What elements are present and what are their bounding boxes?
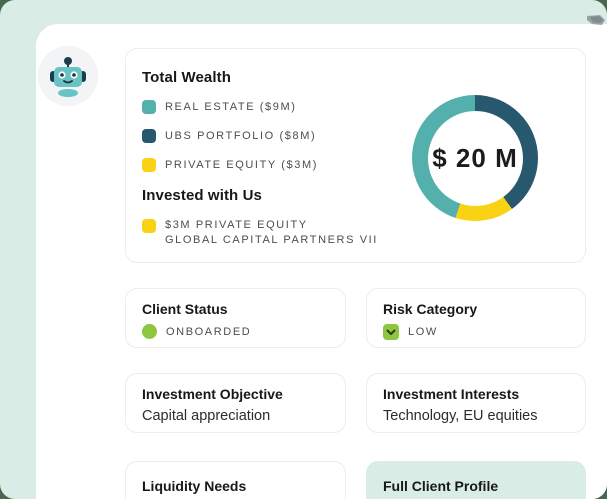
legend-item-private-equity: PRIVATE EQUITY ($3M)	[142, 158, 585, 172]
wealth-legend: REAL ESTATE ($9M) UBS PORTFOLIO ($8M) PR…	[142, 100, 585, 172]
legend-label: PRIVATE EQUITY ($3M)	[165, 159, 319, 171]
client-status-card: Client Status ONBOARDED	[125, 288, 346, 348]
liquidity-needs-title: Liquidity Needs	[142, 478, 247, 494]
investment-objective-card: Investment Objective Capital appreciatio…	[125, 373, 346, 433]
client-status-value: ONBOARDED	[166, 325, 252, 338]
invested-item-text: $3M PRIVATE EQUITY GLOBAL CAPITAL PARTNE…	[165, 218, 378, 248]
invested-item: $3M PRIVATE EQUITY GLOBAL CAPITAL PARTNE…	[142, 218, 585, 248]
investment-interests-card: Investment Interests Technology, EU equi…	[366, 373, 586, 433]
legend-item-ubs-portfolio: UBS PORTFOLIO ($8M)	[142, 129, 585, 143]
onboarded-status-dot-icon	[142, 324, 157, 339]
wealth-donut-chart: $ 20 M	[412, 95, 538, 221]
liquidity-needs-card: Liquidity Needs	[125, 461, 346, 499]
legend-item-real-estate: REAL ESTATE ($9M)	[142, 100, 585, 114]
client-status-line: ONBOARDED	[142, 324, 329, 339]
private-equity-swatch-icon	[142, 158, 156, 172]
legend-label: UBS PORTFOLIO ($8M)	[165, 130, 317, 142]
full-client-profile-title: Full Client Profile	[383, 478, 499, 494]
total-wealth-title: Total Wealth	[142, 69, 231, 86]
investment-objective-title: Investment Objective	[142, 386, 283, 402]
investment-interests-title: Investment Interests	[383, 386, 520, 402]
investment-interests-value: Technology, EU equities	[383, 408, 538, 424]
chevron-down-icon	[386, 329, 396, 335]
full-client-profile-button[interactable]: Full Client Profile	[366, 461, 586, 499]
real-estate-swatch-icon	[142, 100, 156, 114]
client-status-title: Client Status	[142, 301, 228, 317]
risk-category-line: LOW	[383, 324, 569, 340]
risk-category-title: Risk Category	[383, 301, 478, 317]
risk-level-badge[interactable]	[383, 324, 399, 340]
invested-with-us-title: Invested with Us	[142, 187, 262, 204]
ubs-portfolio-swatch-icon	[142, 129, 156, 143]
robot-icon	[50, 57, 86, 97]
invested-line-2: GLOBAL CAPITAL PARTNERS VII	[165, 234, 378, 246]
legend-label: REAL ESTATE ($9M)	[165, 101, 297, 113]
invested-swatch-icon	[142, 219, 156, 233]
mouse-cursor-icon	[587, 15, 605, 25]
avatar	[38, 46, 98, 106]
donut-center-label: $ 20 M	[432, 142, 518, 173]
risk-category-card: Risk Category LOW	[366, 288, 586, 348]
investment-objective-value: Capital appreciation	[142, 408, 271, 424]
risk-category-value: LOW	[408, 326, 438, 338]
total-wealth-card: Total Wealth REAL ESTATE ($9M) UBS PORTF…	[125, 48, 586, 263]
invested-line-1: $3M PRIVATE EQUITY	[165, 219, 308, 231]
